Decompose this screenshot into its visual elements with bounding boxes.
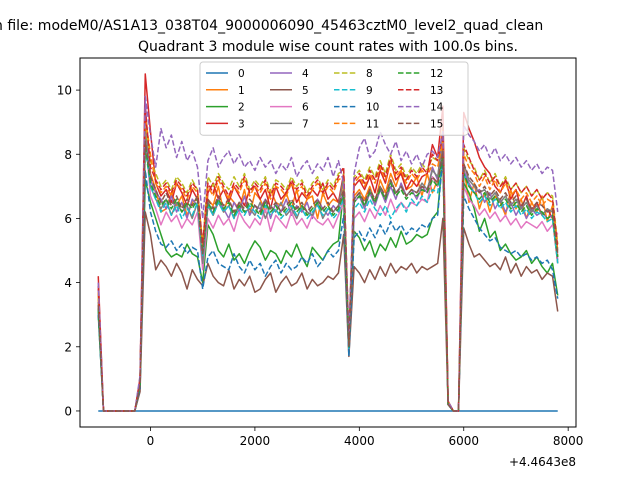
legend-label-12: 12 [430,68,443,80]
series-line-12 [97,143,559,412]
plot-area [79,57,577,428]
series-line-5 [97,211,559,412]
series-line-15 [97,140,559,412]
legend-label-1: 1 [238,85,245,97]
legend-label-9: 9 [366,85,373,97]
legend-label-13: 13 [430,85,443,97]
series-line-9 [97,147,559,412]
legend-label-8: 8 [366,68,373,80]
legend-label-11: 11 [366,118,379,130]
series-line-14 [97,95,559,412]
x-axis: 0 2000 4000 6000 8000 [147,427,584,448]
legend-label-0: 0 [238,68,245,80]
chart-title: Quadrant 3 module wise count rates with … [138,39,518,55]
legend-label-6: 6 [302,102,309,114]
legend-label-10: 10 [366,102,379,114]
y-tick-label: 4 [64,276,72,290]
legend-label-5: 5 [302,85,309,97]
plot-frame [79,57,577,428]
y-axis: 0 2 4 6 8 10 [57,84,80,418]
series-lines [97,73,559,412]
series-line-11 [97,115,559,412]
suptitle: n file: modeM0/AS1A13_038T04_9000006090_… [0,18,543,34]
legend-label-3: 3 [238,118,245,130]
series-line-3 [97,73,559,412]
legend-label-7: 7 [302,118,309,130]
series-line-13 [97,108,559,412]
series-line-6 [97,134,559,412]
legend-label-14: 14 [430,102,444,114]
x-offset-label: +4.4643e8 [509,455,576,469]
legend-label-15: 15 [430,118,443,130]
y-tick-label: 0 [64,404,72,418]
x-tick-label: 8000 [553,434,584,448]
y-tick-label: 6 [64,212,72,226]
x-tick-label: 4000 [344,434,375,448]
legend-box [199,61,469,136]
x-tick-label: 2000 [240,434,271,448]
legend-label-2: 2 [238,102,245,114]
x-tick-label: 6000 [448,434,479,448]
y-tick-label: 10 [57,84,72,98]
series-line-10 [97,156,559,412]
y-tick-label: 2 [64,340,72,354]
y-tick-label: 8 [64,148,72,162]
legend-label-4: 4 [302,68,309,80]
x-tick-label: 0 [147,434,155,448]
